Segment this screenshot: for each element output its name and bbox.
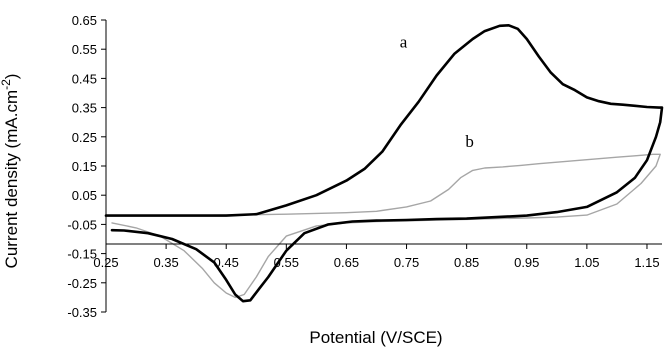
y-tick-label: 0.25 — [72, 130, 97, 145]
y-tick-label: 0.45 — [72, 71, 97, 86]
y-tick-label: 0.65 — [72, 13, 97, 28]
x-tick-label: 1.05 — [574, 255, 599, 270]
series-a-line — [104, 23, 664, 303]
y-tick-label: -0.05 — [67, 217, 97, 232]
series-annotations: ab — [400, 33, 474, 151]
y-tick-label: -0.35 — [67, 305, 97, 320]
y-axis-title: Current density (mA.cm-2) — [0, 74, 21, 269]
y-tick-label: -0.25 — [67, 276, 97, 291]
series-label-a: a — [400, 33, 408, 52]
y-axis-title-exponent: -2 — [0, 79, 13, 90]
y-axis-ticks: 0.65 0.55 0.45 0.35 0.25 0.15 0.05 -0.05 -0.15 -0… — [67, 13, 106, 320]
y-tick-label: 0.05 — [72, 188, 97, 203]
x-tick-label: 1.15 — [634, 255, 659, 270]
y-tick-label: 0.15 — [72, 159, 97, 174]
y-tick-label: 0.55 — [72, 42, 97, 57]
series-b-line — [105, 153, 661, 299]
x-tick-label: 0.65 — [334, 255, 359, 270]
x-tick-label: 0.35 — [153, 255, 178, 270]
series-label-b: b — [465, 132, 474, 151]
x-tick-label: 0.95 — [514, 255, 539, 270]
y-tick-label: -0.15 — [67, 247, 97, 262]
x-tick-label: 0.85 — [454, 255, 479, 270]
x-axis-title: Potential (V/SCE) — [309, 328, 442, 347]
y-axis-title-close: ) — [2, 74, 21, 80]
series-layer — [104, 23, 664, 303]
x-tick-label: 0.45 — [214, 255, 239, 270]
x-tick-label: 0.75 — [394, 255, 419, 270]
y-tick-label: 0.35 — [72, 101, 97, 116]
